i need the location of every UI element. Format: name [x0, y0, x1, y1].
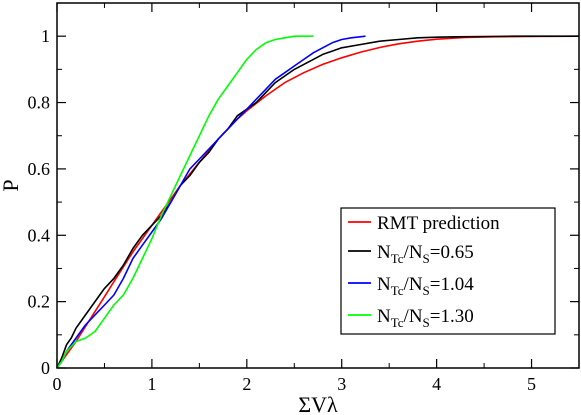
y-tick-label: 0.6 [28, 159, 51, 179]
legend-label-part: N [377, 274, 391, 295]
legend-label-part: Tc [391, 315, 404, 330]
legend-label-part: /N [404, 306, 423, 327]
y-tick-label: 0.8 [28, 93, 51, 113]
plot-frame [56, 2, 580, 369]
legend: RMT predictionNTc/NS=0.65NTc/NS=1.04NTc/… [340, 207, 556, 335]
y-tick-label: 0 [41, 358, 50, 378]
y-tick-label: 1 [41, 26, 50, 46]
legend-label-part: Tc [391, 283, 404, 298]
x-axis-label: ΣVλ [298, 392, 338, 415]
x-tick-label: 2 [242, 374, 251, 394]
legend-label-3: NTc/NS=1.30 [377, 306, 474, 330]
y-tick-label: 0.4 [28, 225, 51, 245]
y-tick-label: 0.2 [28, 292, 51, 312]
legend-label-part: =1.04 [430, 274, 474, 295]
legend-label-part: S [423, 283, 430, 298]
legend-label-part: /N [404, 242, 423, 263]
legend-label-1: NTc/NS=0.65 [377, 242, 474, 266]
y-axis-label: P [0, 179, 23, 191]
legend-label-part: =1.30 [430, 306, 474, 327]
series-line-2 [56, 35, 366, 369]
legend-label-part: Tc [391, 251, 404, 266]
series-line-1 [56, 35, 579, 369]
series-line-3 [56, 35, 314, 369]
series-layer [56, 35, 580, 369]
x-tick-label: 0 [53, 374, 62, 394]
legend-label-part: N [377, 242, 391, 263]
legend-label-part: /N [404, 274, 423, 295]
x-tick-label: 3 [337, 374, 346, 394]
legend-label-part: RMT prediction [377, 213, 500, 234]
legend-label-part: S [423, 315, 430, 330]
axis-layer: 0 1 2 3 4 5 0 0.2 0.4 0.6 0.8 1 [28, 3, 579, 394]
legend-label-part: N [377, 306, 391, 327]
x-tick-label: 1 [147, 374, 156, 394]
legend-box [340, 207, 556, 335]
x-tick-label: 4 [432, 374, 441, 394]
legend-label-2: NTc/NS=1.04 [377, 274, 474, 298]
legend-label-0: RMT prediction [377, 213, 500, 234]
x-tick-label: 5 [527, 374, 536, 394]
legend-label-part: S [423, 251, 430, 266]
legend-label-part: =0.65 [430, 242, 474, 263]
